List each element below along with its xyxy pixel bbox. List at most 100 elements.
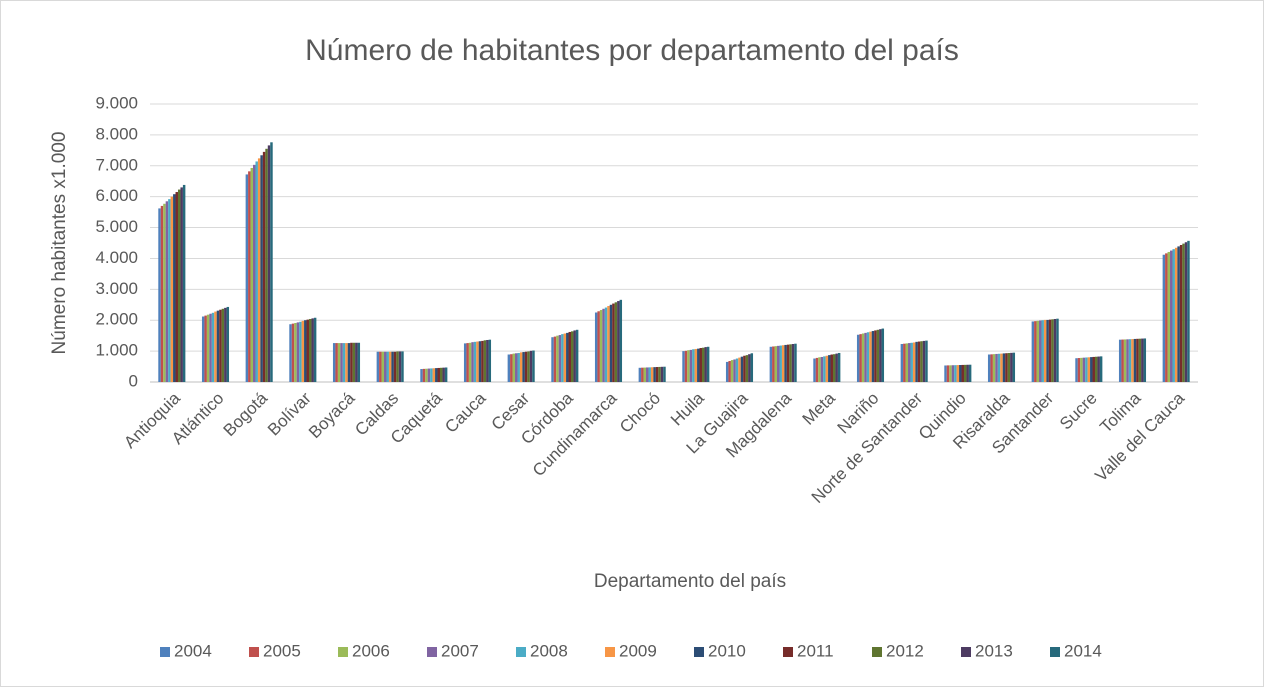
bar bbox=[1123, 339, 1127, 382]
bar bbox=[699, 348, 702, 382]
bar bbox=[987, 354, 991, 382]
legend-swatch bbox=[872, 647, 882, 657]
bar bbox=[650, 367, 654, 382]
bar bbox=[255, 161, 258, 382]
bar bbox=[915, 341, 918, 382]
legend-swatch bbox=[783, 647, 793, 657]
bar bbox=[301, 320, 305, 382]
bar bbox=[427, 368, 431, 382]
bar bbox=[311, 318, 314, 382]
bar bbox=[944, 365, 947, 382]
bar bbox=[908, 343, 911, 382]
bar bbox=[512, 353, 516, 382]
legend-swatch bbox=[961, 647, 971, 657]
bar bbox=[859, 334, 862, 382]
bar bbox=[391, 351, 394, 382]
bar bbox=[738, 357, 741, 382]
bar bbox=[1036, 320, 1040, 382]
bar bbox=[177, 189, 181, 382]
bar bbox=[1131, 339, 1134, 382]
bar bbox=[211, 312, 215, 382]
bar bbox=[823, 356, 826, 382]
bar bbox=[951, 365, 955, 382]
bar bbox=[837, 352, 841, 382]
bar bbox=[653, 367, 656, 382]
bar bbox=[442, 367, 445, 382]
bar bbox=[658, 366, 661, 382]
bar bbox=[1007, 353, 1011, 382]
y-tick-label: 1.000 bbox=[95, 341, 138, 360]
bar bbox=[289, 324, 292, 382]
bar bbox=[294, 323, 297, 382]
bar bbox=[619, 299, 623, 382]
bar bbox=[481, 340, 484, 382]
bar bbox=[357, 342, 361, 382]
bar bbox=[781, 345, 785, 382]
bar bbox=[597, 311, 600, 382]
bar bbox=[1133, 338, 1137, 382]
bar bbox=[1141, 338, 1144, 382]
bar bbox=[522, 352, 525, 382]
bar bbox=[990, 354, 993, 382]
bar bbox=[818, 357, 821, 382]
y-tick-label: 4.000 bbox=[95, 248, 138, 267]
legend-label: 2007 bbox=[441, 641, 479, 660]
bar bbox=[725, 361, 729, 382]
bar bbox=[173, 194, 176, 382]
bar bbox=[1090, 357, 1093, 382]
x-axis-label: Departamento del país bbox=[594, 571, 786, 592]
bar bbox=[772, 346, 775, 382]
bar bbox=[401, 351, 404, 382]
bar bbox=[740, 356, 744, 382]
bar bbox=[253, 164, 256, 382]
bar bbox=[304, 320, 307, 382]
bar bbox=[180, 187, 183, 382]
bar bbox=[968, 364, 972, 382]
bar bbox=[209, 313, 212, 382]
bar bbox=[1085, 357, 1088, 382]
bar bbox=[728, 360, 731, 382]
bar bbox=[422, 368, 426, 382]
bar bbox=[204, 315, 207, 382]
bar bbox=[488, 339, 492, 382]
bar bbox=[444, 367, 448, 382]
bar bbox=[466, 343, 469, 382]
bar bbox=[920, 341, 923, 382]
bar bbox=[1094, 356, 1098, 382]
bar bbox=[748, 354, 751, 382]
bar bbox=[1099, 356, 1103, 382]
legend-label: 2010 bbox=[708, 641, 746, 660]
bar bbox=[332, 343, 336, 382]
bar bbox=[386, 351, 389, 382]
bar bbox=[966, 364, 969, 382]
bar bbox=[655, 367, 659, 382]
bar bbox=[430, 368, 433, 382]
bar bbox=[463, 343, 467, 382]
bar bbox=[614, 302, 618, 382]
bar bbox=[997, 353, 1001, 382]
bar bbox=[750, 353, 754, 382]
bar bbox=[813, 358, 816, 382]
bar bbox=[432, 368, 436, 382]
legend-swatch bbox=[160, 647, 170, 657]
bar bbox=[825, 355, 829, 382]
bar bbox=[1075, 358, 1078, 382]
bar bbox=[830, 354, 833, 382]
bar bbox=[553, 336, 557, 382]
legend-swatch bbox=[694, 647, 704, 657]
bar bbox=[1087, 357, 1091, 382]
bar bbox=[956, 365, 960, 382]
bar bbox=[682, 351, 685, 382]
bar bbox=[575, 329, 579, 382]
legend-swatch bbox=[605, 647, 615, 657]
bar bbox=[1051, 319, 1054, 382]
bar bbox=[163, 203, 166, 382]
bar bbox=[270, 142, 273, 382]
bar bbox=[910, 342, 913, 382]
bar bbox=[791, 344, 795, 382]
bar bbox=[638, 367, 642, 382]
bar bbox=[561, 334, 564, 382]
bar bbox=[1053, 318, 1057, 382]
legend-swatch bbox=[249, 647, 259, 657]
bar bbox=[384, 351, 387, 382]
